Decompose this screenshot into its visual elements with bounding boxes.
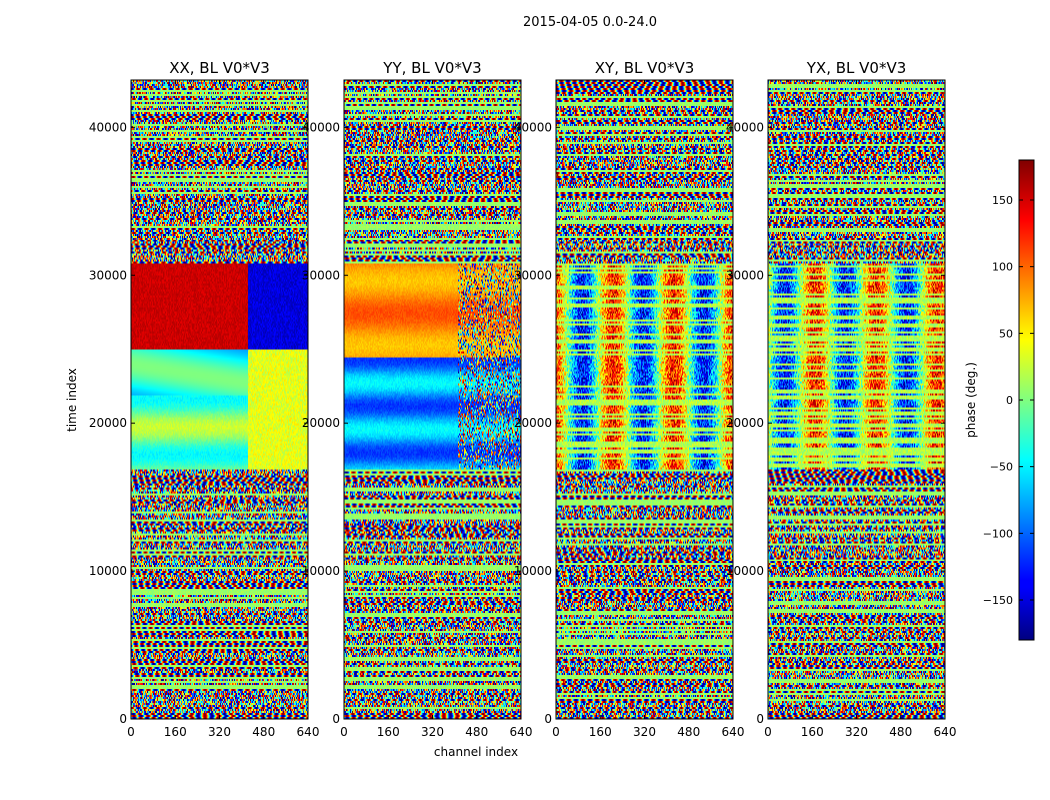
- y-tick-label: 40000: [302, 120, 340, 134]
- panel-xx: XX, BL V0*V3 0 160 320 480 640 0 10000 20000 3000…: [89, 59, 320, 739]
- y-tick-label: 10000: [726, 564, 764, 578]
- panel-title: XX, BL V0*V3: [169, 59, 270, 77]
- x-tick-label: 320: [421, 725, 444, 739]
- colorbar-tick-label: 150: [992, 194, 1013, 207]
- phase-image-yx: [768, 80, 945, 719]
- x-tick-label: 160: [377, 725, 400, 739]
- y-tick-label: 0: [119, 712, 127, 726]
- x-tick-label: 480: [465, 725, 488, 739]
- y-tick-label: 10000: [514, 564, 552, 578]
- colorbar-tick-label: −100: [983, 527, 1013, 540]
- y-tick-label: 0: [332, 712, 340, 726]
- x-tick-label: 320: [208, 725, 231, 739]
- colorbar-tick-label: 0: [1006, 394, 1013, 407]
- x-tick-label: 480: [889, 725, 912, 739]
- panel-title: YX, BL V0*V3: [806, 59, 907, 77]
- y-tick-label: 20000: [726, 416, 764, 430]
- colorbar-tick-label: −50: [990, 461, 1013, 474]
- colorbar-tick-label: 50: [999, 327, 1013, 340]
- y-tick-label: 10000: [89, 564, 127, 578]
- colorbar-label: phase (deg.): [964, 362, 978, 438]
- x-tick-label: 320: [633, 725, 656, 739]
- x-tick-label: 0: [552, 725, 560, 739]
- colorbar-ticks: −150 −100 −50 0 50 100 150: [983, 194, 1034, 607]
- y-axis-label: time index: [65, 368, 79, 432]
- y-tick-label: 20000: [514, 416, 552, 430]
- phase-image-xy: [556, 80, 733, 719]
- colorbar-tick-label: 100: [992, 261, 1013, 274]
- panel-xy: XY, BL V0*V3 0 160 320 480 640 0 10000 20000 3000…: [514, 59, 745, 739]
- x-axis-label: channel index: [434, 745, 518, 759]
- y-tick-label: 30000: [514, 268, 552, 282]
- y-tick-label: 40000: [726, 120, 764, 134]
- y-tick-label: 40000: [89, 120, 127, 134]
- panel-title: YY, BL V0*V3: [382, 59, 481, 77]
- x-tick-label: 640: [722, 725, 745, 739]
- y-tick-label: 30000: [89, 268, 127, 282]
- y-tick-label: 30000: [726, 268, 764, 282]
- y-tick-label: 0: [756, 712, 764, 726]
- x-tick-label: 640: [934, 725, 957, 739]
- panel-yy: YY, BL V0*V3 0 160 320 480 640 0 10000 20000 3000…: [302, 59, 533, 739]
- panel-title: XY, BL V0*V3: [595, 59, 695, 77]
- x-tick-label: 0: [340, 725, 348, 739]
- x-tick-label: 480: [252, 725, 275, 739]
- x-tick-label: 480: [677, 725, 700, 739]
- panel-yx: YX, BL V0*V3 0 160 320 480 640 0 10000 20000 3000…: [726, 59, 957, 739]
- x-tick-label: 160: [164, 725, 187, 739]
- x-tick-label: 160: [801, 725, 824, 739]
- figure-suptitle: 2015-04-05 0.0-24.0: [523, 15, 657, 30]
- x-tick-label: 640: [510, 725, 533, 739]
- x-tick-label: 160: [589, 725, 612, 739]
- y-tick-label: 10000: [302, 564, 340, 578]
- y-tick-label: 30000: [302, 268, 340, 282]
- y-tick-label: 0: [544, 712, 552, 726]
- colorbar-tick-label: −150: [983, 594, 1013, 607]
- y-tick-label: 40000: [514, 120, 552, 134]
- x-tick-label: 0: [127, 725, 135, 739]
- y-tick-label: 20000: [302, 416, 340, 430]
- panels-group: XX, BL V0*V3 0 160 320 480 640 0 10000 20000 3000…: [89, 59, 957, 739]
- phase-image-yy: [344, 80, 521, 719]
- x-tick-label: 0: [764, 725, 772, 739]
- x-tick-label: 320: [845, 725, 868, 739]
- phase-image-xx: [131, 80, 308, 719]
- y-tick-label: 20000: [89, 416, 127, 430]
- x-tick-label: 640: [297, 725, 320, 739]
- colorbar: −150 −100 −50 0 50 100 150 phase (deg.): [964, 159, 1035, 641]
